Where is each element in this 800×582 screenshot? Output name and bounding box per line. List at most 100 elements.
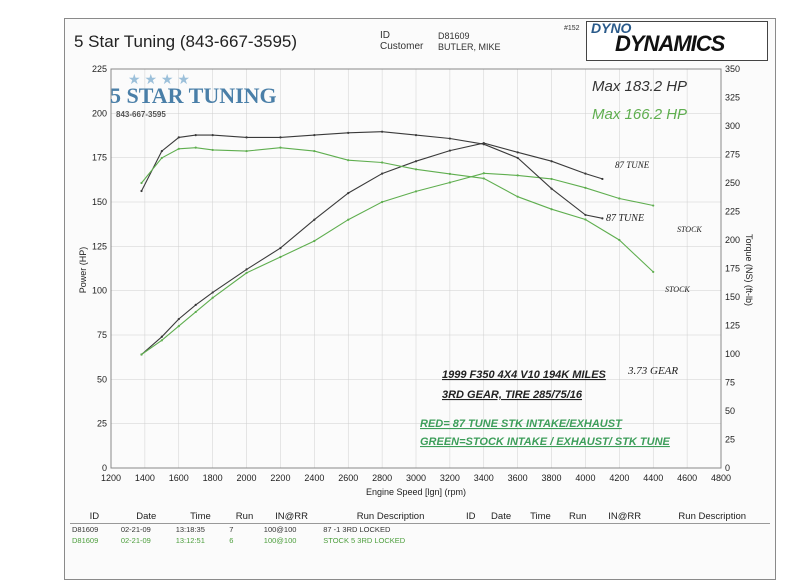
y-tick-label-right: 325 [725,93,740,103]
data-point-green-right [584,218,587,221]
data-point-green-left [516,174,519,177]
data-point-green-left [279,255,282,259]
data-point-red-right [140,189,143,193]
y-tick-label-right: 250 [725,178,740,188]
data-point-green-right [618,238,621,242]
data-point-red-right [347,131,350,134]
data-point-green-right [347,159,350,162]
data-point-red-right [448,137,451,140]
y-tick-label-left: 200 [92,108,107,118]
table-cell [654,535,770,546]
table-row: D81609 02-21-09 13:18:35 7 100@100 87 -1 3RD … [70,524,770,536]
x-tick-label: 3000 [406,473,426,483]
data-point-red-left [414,160,418,163]
y-tick-label-right: 125 [725,321,740,331]
x-tick-label: 1200 [101,473,121,483]
grid [110,68,722,469]
y-tick-label-right: 300 [725,121,740,131]
watermark-phone: 843-667-3595 [116,110,166,119]
table-cell [595,524,654,536]
data-point-green-left [652,204,655,207]
data-point-green-right [279,146,282,149]
y-tick-label-right: 50 [725,406,735,416]
y-tick-label-right: 175 [725,264,740,274]
y-tick-label-right: 25 [725,435,735,445]
table-header-cell: Run Description [654,510,770,524]
table-cell [460,535,482,546]
data-point-green-right [177,147,180,150]
dyno-sheet [64,18,776,580]
data-point-green-right [313,149,316,153]
data-point-red-right [414,134,418,137]
x-tick-label: 1600 [169,473,189,483]
data-point-red-right [584,213,587,217]
data-point-green-left [313,239,316,243]
table-cell: 13:12:51 [175,536,205,545]
data-point-green-left [140,353,143,356]
y-tick-label-right: 225 [725,207,740,217]
y-tick-label-left: 25 [97,419,107,429]
note-gear: 3.73 GEAR [627,365,678,377]
x-tick-label: 4800 [711,473,731,483]
table-cell [654,524,770,536]
series-line-green-right [141,147,654,273]
table-cell [560,524,595,536]
data-point-red-left [194,303,197,306]
shop-title: 5 Star Tuning (843-667-3595) [74,32,298,51]
note-gear-tire: 3RD GEAR, TIRE 285/75/16 [442,389,583,401]
x-tick-label: 1800 [203,473,223,483]
data-point-green-right [381,161,384,164]
data-point-green-left [550,177,553,181]
x-tick-label: 4600 [677,473,697,483]
data-point-red-right [279,136,282,139]
table-cell [460,524,482,536]
y-tick-label-left: 125 [92,241,107,251]
y-tick-label-right: 350 [725,64,740,74]
data-point-red-left [550,160,553,163]
run-table: ID Date Time Run IN@RR Run Description ID Date T… [70,510,770,546]
x-tick-label: 2200 [270,473,290,483]
x-tick-label: 1400 [135,473,155,483]
y-tick-label-right: 100 [725,349,740,359]
data-point-green-left [584,186,587,189]
data-point-red-right [381,130,384,133]
y-tick-label-right: 200 [725,235,740,245]
x-tick-label: 2800 [372,473,392,483]
table-cell [595,535,654,546]
table-cell [521,535,561,546]
data-point-red-left [448,149,451,152]
data-point-green-right [652,270,655,274]
table-cell: 13:18:35 [175,525,205,534]
tag-87-power: 87 TUNE [615,160,650,170]
data-point-green-right [550,208,553,211]
data-point-green-right [160,156,163,160]
table-cell: STOCK 5 3RD LOCKED [323,536,406,545]
y-tick-label-left: 100 [92,286,107,296]
data-point-red-right [601,217,604,220]
dyno-dynamics-logo: DYNO DYNAMICS [586,20,768,61]
note-vehicle: 1999 F350 4X4 V10 194K MILES [442,369,607,381]
data-point-green-right [194,146,197,149]
max-hp-red: Max 183.2 HP [592,78,687,95]
table-header-cell: Date [118,510,174,524]
data-point-green-left [381,200,384,204]
data-point-green-right [245,149,248,153]
x-tick-label: 4400 [643,473,663,483]
data-point-green-left [211,296,214,299]
data-point-red-right [550,187,553,190]
table-header-cell: ID [70,510,119,524]
data-point-red-right [211,134,214,137]
table-cell: D81609 [72,525,99,534]
tag-stock-torque: STOCK [665,285,690,294]
table-header-cell: Time [520,510,561,524]
data-point-red-left [279,247,282,250]
id-label: ID [380,30,390,41]
x-tick-label: 2400 [304,473,324,483]
data-point-red-right [245,136,248,139]
logo-main-text: DYNAMICS [615,31,725,56]
data-point-green-left [414,190,418,193]
data-point-red-right [516,156,519,160]
x-tick-label: 2600 [338,473,358,483]
data-point-green-left [448,181,451,184]
